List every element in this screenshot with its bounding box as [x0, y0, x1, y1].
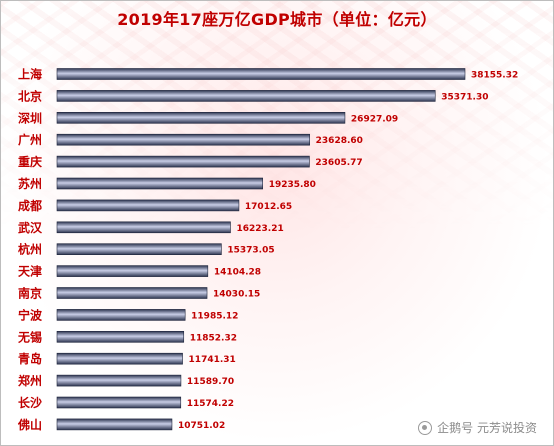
- bar: [56, 309, 186, 321]
- penguin-icon: [418, 420, 433, 435]
- category-label: 北京: [18, 88, 42, 103]
- bar: [56, 155, 310, 168]
- category-label: 郑州: [18, 373, 42, 388]
- category-label: 宁波: [18, 307, 43, 322]
- bar: [56, 133, 310, 146]
- bar: [56, 418, 173, 431]
- category-label: 深圳: [18, 110, 42, 125]
- data-label: 16223.21: [236, 224, 283, 234]
- bar: [56, 352, 183, 365]
- bar: [56, 243, 222, 255]
- bar: [56, 287, 208, 299]
- bar: [56, 90, 436, 102]
- bar: [56, 177, 263, 190]
- category-label: 长沙: [18, 395, 42, 410]
- category-label: 武汉: [18, 220, 43, 235]
- bar: [56, 112, 346, 124]
- data-label: 11852.32: [190, 333, 237, 343]
- bar: [56, 330, 185, 343]
- category-label: 天津: [18, 264, 42, 279]
- category-label: 无锡: [17, 329, 42, 344]
- category-label: 苏州: [18, 176, 42, 191]
- bar: [56, 396, 182, 409]
- category-label: 重庆: [18, 154, 42, 169]
- bar: [56, 374, 182, 387]
- category-label: 佛山: [17, 417, 42, 432]
- data-label: 14104.28: [214, 268, 261, 278]
- data-label: 10751.02: [178, 421, 225, 431]
- category-label: 青岛: [18, 351, 42, 366]
- bar: [56, 265, 209, 277]
- category-label: 南京: [18, 286, 42, 301]
- data-label: 23628.60: [316, 136, 363, 146]
- bar: [56, 221, 231, 234]
- data-label: 11741.31: [189, 355, 236, 365]
- data-label: 11985.12: [191, 311, 238, 321]
- data-label: 14030.15: [213, 290, 260, 300]
- data-label: 23605.77: [315, 158, 362, 168]
- category-label: 成都: [18, 198, 42, 213]
- category-label: 上海: [18, 67, 42, 82]
- data-label: 26927.09: [351, 114, 398, 124]
- category-label: 杭州: [18, 242, 42, 257]
- watermark: 企鹅号 元芳说投资: [418, 419, 537, 436]
- data-label: 15373.05: [227, 246, 274, 256]
- bar: [56, 68, 466, 80]
- data-label: 11589.70: [187, 377, 234, 387]
- watermark-text: 企鹅号 元芳说投资: [437, 421, 537, 435]
- data-label: 38155.32: [471, 71, 518, 81]
- data-label: 17012.65: [245, 202, 292, 212]
- data-label: 11574.22: [187, 399, 234, 409]
- bar: [56, 199, 240, 212]
- category-label: 广州: [18, 132, 42, 147]
- chart-title: 2019年17座万亿GDP城市（单位：亿元）: [117, 10, 437, 29]
- data-label: 35371.30: [441, 92, 488, 102]
- data-label: 19235.80: [269, 180, 316, 190]
